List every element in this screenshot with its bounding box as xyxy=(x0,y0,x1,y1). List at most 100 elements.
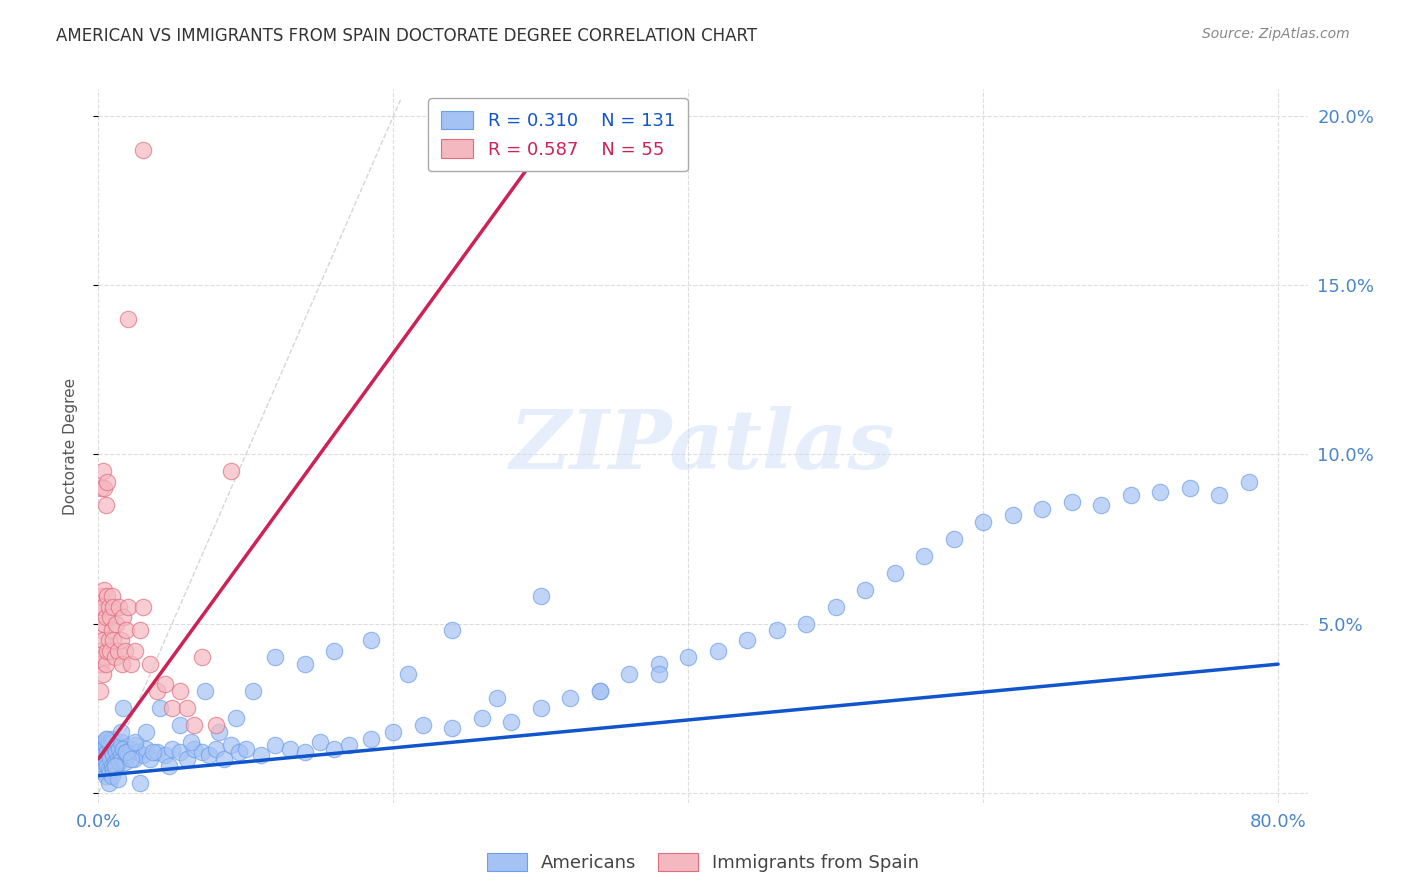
Point xyxy=(93,582,115,597)
Point xyxy=(337,739,360,753)
Point xyxy=(105,758,128,772)
Point xyxy=(93,616,115,631)
Point xyxy=(264,739,287,753)
Point xyxy=(153,677,176,691)
Point xyxy=(117,312,139,326)
Point xyxy=(264,650,287,665)
Point xyxy=(111,752,134,766)
Point xyxy=(139,752,162,766)
Point xyxy=(96,590,118,604)
Point xyxy=(89,752,111,766)
Point xyxy=(105,616,128,631)
Point xyxy=(183,741,205,756)
Point xyxy=(471,711,494,725)
Point xyxy=(225,711,247,725)
Point xyxy=(91,756,114,770)
Point xyxy=(560,690,582,705)
Point xyxy=(107,739,129,753)
Point xyxy=(619,667,641,681)
Point xyxy=(90,590,112,604)
Point xyxy=(208,724,231,739)
Point xyxy=(735,633,758,648)
Point xyxy=(105,745,128,759)
Point xyxy=(114,756,136,770)
Point xyxy=(107,772,129,786)
Point xyxy=(112,609,135,624)
Point xyxy=(110,633,132,648)
Point xyxy=(219,464,242,478)
Point xyxy=(530,590,553,604)
Point xyxy=(128,775,150,789)
Point xyxy=(117,748,139,763)
Point xyxy=(94,498,117,512)
Point xyxy=(100,769,122,783)
Point xyxy=(648,657,671,672)
Point xyxy=(157,758,180,772)
Point xyxy=(93,748,115,763)
Point xyxy=(176,701,198,715)
Point xyxy=(94,731,117,746)
Point xyxy=(101,633,124,648)
Point xyxy=(104,756,127,770)
Point xyxy=(108,599,131,614)
Point xyxy=(96,758,118,772)
Point xyxy=(91,633,114,648)
Point xyxy=(101,599,124,614)
Point xyxy=(98,609,121,624)
Point xyxy=(91,464,114,478)
Point xyxy=(108,741,131,756)
Point xyxy=(412,718,434,732)
Point xyxy=(146,745,169,759)
Point xyxy=(104,650,127,665)
Point xyxy=(90,745,112,759)
Point xyxy=(1237,475,1260,489)
Point xyxy=(90,758,112,772)
Point xyxy=(942,532,965,546)
Point xyxy=(90,481,112,495)
Point xyxy=(98,765,121,780)
Point xyxy=(228,745,250,759)
Point xyxy=(96,475,118,489)
Point xyxy=(100,745,122,759)
Point xyxy=(108,756,131,770)
Point xyxy=(678,650,700,665)
Point xyxy=(93,762,115,776)
Point xyxy=(242,684,264,698)
Point xyxy=(97,599,120,614)
Text: ZIPatlas: ZIPatlas xyxy=(510,406,896,486)
Point xyxy=(589,684,612,698)
Point xyxy=(294,657,316,672)
Point xyxy=(278,741,301,756)
Point xyxy=(131,143,153,157)
Point xyxy=(100,758,122,772)
Point xyxy=(194,684,217,698)
Point xyxy=(115,745,138,759)
Point xyxy=(1149,484,1171,499)
Point xyxy=(91,599,114,614)
Point xyxy=(160,701,183,715)
Point xyxy=(115,745,138,759)
Point xyxy=(107,643,129,657)
Point xyxy=(100,590,122,604)
Point xyxy=(93,650,115,665)
Point xyxy=(91,667,114,681)
Point xyxy=(765,624,787,638)
Point xyxy=(111,657,134,672)
Point xyxy=(135,741,157,756)
Point xyxy=(89,643,111,657)
Point xyxy=(89,599,111,614)
Point xyxy=(1119,488,1142,502)
Point xyxy=(501,714,523,729)
Point xyxy=(97,735,120,749)
Point xyxy=(89,684,111,698)
Point xyxy=(183,718,205,732)
Point xyxy=(142,745,165,759)
Point xyxy=(112,701,135,715)
Point xyxy=(97,775,120,789)
Point xyxy=(190,745,212,759)
Point xyxy=(94,769,117,783)
Point xyxy=(323,643,346,657)
Text: Source: ZipAtlas.com: Source: ZipAtlas.com xyxy=(1202,27,1350,41)
Point xyxy=(1060,495,1083,509)
Point xyxy=(530,701,553,715)
